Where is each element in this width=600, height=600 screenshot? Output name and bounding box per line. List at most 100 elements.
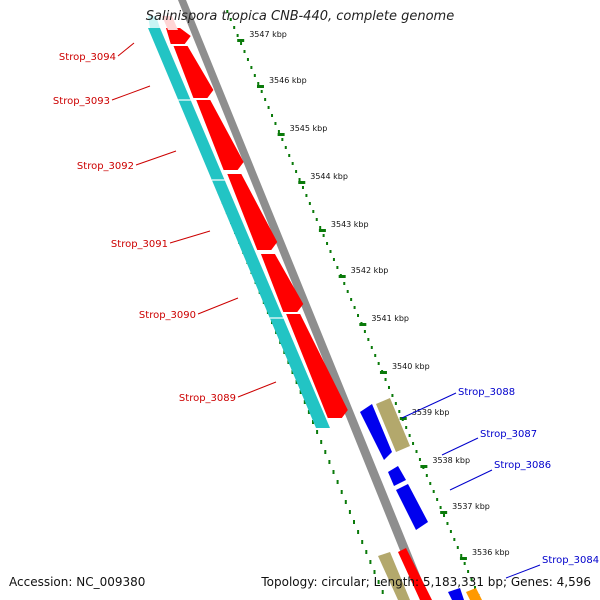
ruler-minor-tick (367, 338, 370, 341)
guide-dot (336, 480, 339, 484)
ruler-tick-label: 3539 kbp (412, 408, 450, 417)
ruler-minor-tick (394, 402, 397, 405)
ruler-major-tick (298, 181, 306, 184)
ruler-minor-tick (240, 42, 243, 45)
ruler-minor-tick (453, 538, 456, 541)
ruler-major-tick (359, 323, 367, 326)
gene-label: Strop_3086 (494, 460, 551, 471)
gene-leader-line (441, 437, 479, 456)
guide-dot (353, 520, 355, 524)
ruler-minor-tick (229, 18, 232, 21)
ruler-minor-tick (357, 314, 360, 317)
gene-leader-line (401, 392, 457, 419)
accession-text: Accession: NC_009380 (9, 575, 146, 589)
ruler-minor-tick (281, 138, 284, 141)
ruler-minor-tick (353, 306, 356, 309)
ruler-minor-tick (332, 258, 335, 261)
cds-reverse-band (148, 28, 330, 428)
cds-lower-right (360, 398, 482, 600)
ruler-major-tick (420, 465, 428, 468)
gene-label: Strop_3090 (139, 310, 196, 321)
ruler-minor-tick (391, 394, 394, 397)
guide-dot (373, 570, 376, 574)
blue-cds-arrow-small (388, 466, 406, 486)
ruler-minor-tick (312, 210, 315, 213)
gene-label: Strop_3094 (59, 52, 116, 63)
ruler-minor-tick (443, 514, 446, 517)
guide-dot (332, 470, 335, 474)
ruler-minor-tick (253, 74, 256, 77)
blue-cds-arrow (360, 404, 392, 460)
ruler-minor-tick (298, 178, 301, 181)
ruler-minor-tick (305, 194, 308, 197)
ruler-minor-tick (291, 162, 294, 165)
guide-dot (324, 450, 327, 454)
ruler-minor-tick (418, 458, 421, 461)
ruler-minor-tick (346, 290, 349, 293)
ruler-minor-tick (319, 226, 322, 229)
ruler-minor-tick (432, 490, 435, 493)
gene-leader-line (449, 469, 493, 491)
ruler-major-tick (338, 275, 346, 278)
guide-dot (361, 540, 364, 544)
ruler-minor-tick (264, 98, 267, 101)
ruler-minor-tick (288, 154, 291, 157)
red-cds-arrow (173, 46, 214, 98)
ruler-minor-tick (267, 106, 270, 109)
guide-dot (303, 400, 306, 404)
ruler-tick-label: 3543 kbp (331, 220, 369, 229)
guide-dot (381, 590, 384, 594)
ruler-minor-tick (412, 442, 415, 445)
guide-dot (357, 530, 360, 534)
title-suffix: CNB-440, complete genome (266, 9, 455, 24)
ruler-tick-label: 3536 kbp (472, 548, 510, 557)
ruler-major-tick (256, 85, 264, 88)
gene-label: Strop_3093 (53, 96, 110, 107)
ruler-minor-tick (233, 26, 236, 29)
red-cds-arrow (286, 314, 348, 418)
ruler-tick-label: 3544 kbp (310, 172, 348, 181)
ruler-major-tick (440, 511, 448, 514)
ruler-minor-tick (343, 282, 346, 285)
gene-label: Strop_3089 (179, 393, 236, 404)
ruler-minor-tick (384, 378, 387, 381)
red-cds-arrow (260, 254, 304, 312)
khaki-cds-arrow (378, 552, 410, 600)
ruler-minor-tick (308, 202, 311, 205)
ruler-tick-label: 3545 kbp (290, 124, 328, 133)
gene-label: Strop_3087 (480, 429, 537, 440)
guide-dot (299, 390, 302, 394)
ruler-minor-tick (271, 114, 274, 117)
guide-dot (344, 500, 347, 504)
ruler-minor-tick (415, 450, 418, 453)
ruler-minor-tick (226, 10, 229, 13)
blue-cds-arrow (396, 484, 428, 530)
ruler-tick-label: 3547 kbp (249, 30, 287, 39)
backbone-line (178, 0, 430, 600)
guide-dot (369, 560, 372, 564)
ruler-tick-label: 3540 kbp (392, 362, 430, 371)
ruler-minor-tick (236, 34, 239, 37)
gene-label: Strop_3088 (458, 387, 515, 398)
ruler-minor-tick (363, 330, 366, 333)
ruler-tick-label: 3538 kbp (432, 456, 470, 465)
ruler-minor-tick (470, 578, 473, 581)
gene-leader-line (117, 42, 135, 57)
ruler-minor-tick (350, 298, 353, 301)
ruler-minor-tick (277, 130, 280, 133)
ruler-minor-tick (463, 562, 466, 565)
red-cds-arrow (166, 28, 191, 44)
coordinate-ruler: 3547 kbp 3546 kbp 3545 kbp 3544 kbp 3543 kbp… (226, 10, 510, 597)
cyan-cds-band (148, 28, 330, 428)
ruler-major-tick (318, 229, 326, 232)
ruler-minor-tick (387, 386, 390, 389)
guide-dot (307, 410, 310, 414)
ruler-minor-tick (436, 498, 439, 501)
gene-label: Strop_3092 (77, 161, 134, 172)
gene-leader-line (197, 297, 239, 315)
guide-dot (365, 550, 368, 554)
ruler-minor-tick (284, 146, 287, 149)
ruler-minor-tick (377, 362, 380, 365)
